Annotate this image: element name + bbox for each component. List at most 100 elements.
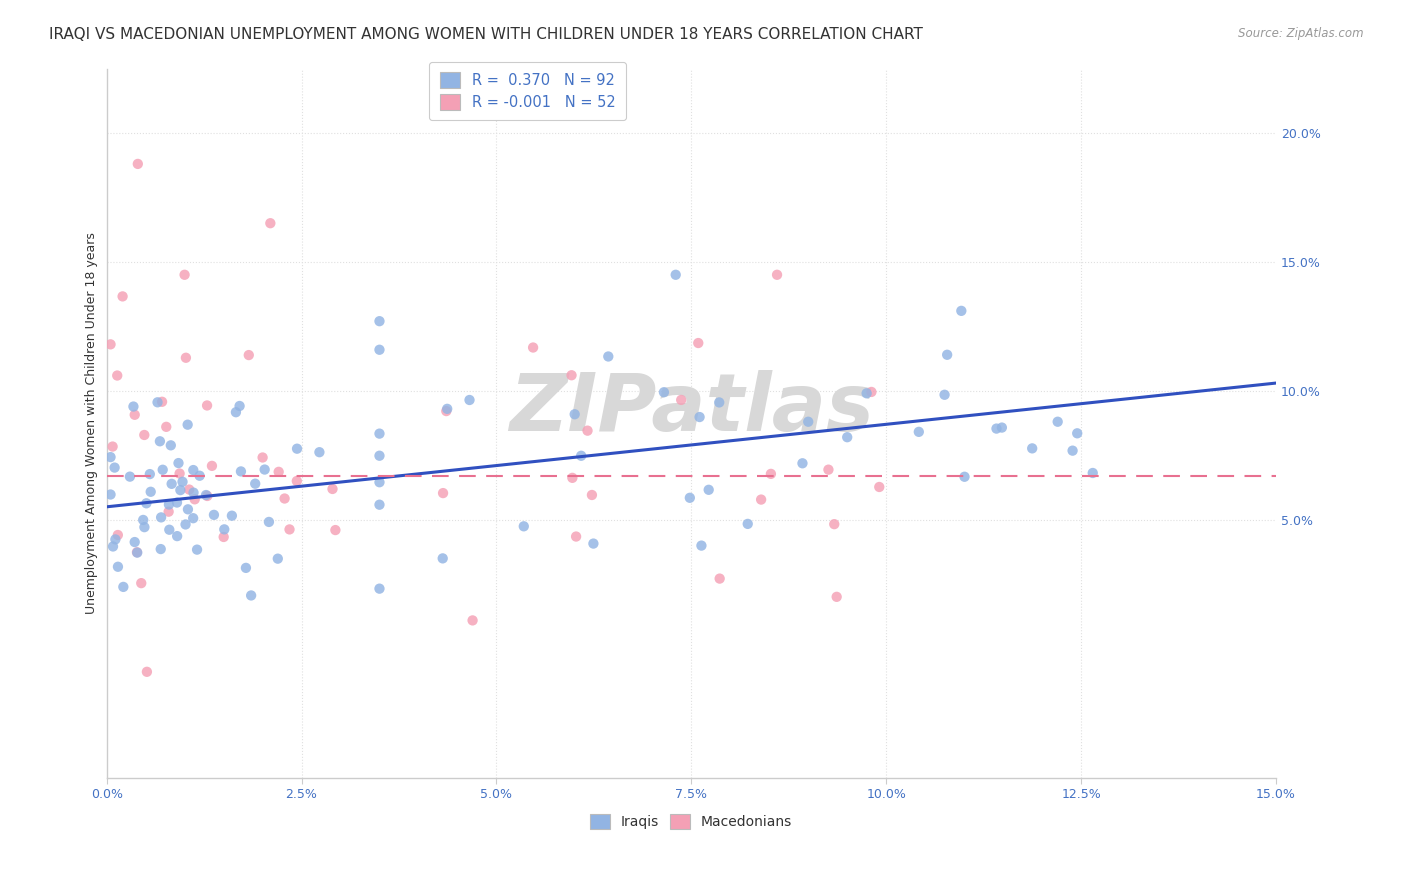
Point [1066, 426, 1088, 441]
Point [157, 523, 180, 537]
Point [181, 511, 204, 525]
Point [689, 410, 711, 425]
Point [837, 430, 859, 444]
Point [860, 384, 883, 399]
Point [368, 314, 391, 328]
Point [105, 368, 128, 383]
Point [907, 425, 929, 439]
Point [561, 368, 583, 383]
Point [679, 491, 702, 505]
Point [267, 465, 290, 479]
Point [321, 482, 343, 496]
Point [285, 442, 308, 456]
Point [986, 421, 1008, 435]
Text: ZIPatlas: ZIPatlas [509, 370, 873, 448]
Y-axis label: Unemployment Among Women with Children Under 18 years: Unemployment Among Women with Children U… [86, 232, 98, 614]
Point [749, 492, 772, 507]
Point [697, 483, 720, 497]
Point [458, 392, 481, 407]
Point [188, 468, 211, 483]
Point [127, 157, 149, 171]
Point [174, 517, 197, 532]
Point [155, 420, 177, 434]
Point [792, 456, 814, 470]
Point [461, 614, 484, 628]
Point [598, 350, 620, 364]
Point [100, 450, 122, 464]
Point [368, 449, 391, 463]
Point [202, 508, 225, 522]
Point [766, 268, 789, 282]
Point [139, 467, 162, 482]
Point [561, 471, 583, 485]
Point [132, 513, 155, 527]
Point [127, 546, 149, 560]
Point [124, 535, 146, 549]
Point [212, 530, 235, 544]
Point [709, 395, 731, 409]
Point [166, 529, 188, 543]
Point [825, 590, 848, 604]
Point [665, 268, 688, 282]
Point [252, 450, 274, 465]
Point [582, 536, 605, 550]
Point [174, 351, 197, 365]
Point [100, 337, 122, 351]
Point [101, 440, 124, 454]
Point [134, 428, 156, 442]
Point [576, 424, 599, 438]
Point [273, 491, 295, 506]
Point [172, 475, 194, 489]
Point [325, 523, 347, 537]
Point [823, 517, 845, 532]
Point [104, 533, 127, 547]
Point [1062, 443, 1084, 458]
Point [285, 474, 308, 488]
Point [259, 216, 281, 230]
Point [221, 508, 243, 523]
Legend: Iraqis, Macedonians: Iraqis, Macedonians [585, 808, 797, 834]
Point [759, 467, 782, 481]
Point [129, 576, 152, 591]
Point [101, 540, 124, 554]
Point [709, 572, 731, 586]
Point [201, 458, 224, 473]
Point [183, 485, 205, 500]
Point [565, 530, 588, 544]
Point [152, 463, 174, 477]
Point [166, 495, 188, 509]
Point [159, 438, 181, 452]
Point [122, 400, 145, 414]
Point [513, 519, 536, 533]
Point [176, 417, 198, 432]
Point [160, 476, 183, 491]
Point [228, 399, 250, 413]
Point [104, 460, 127, 475]
Point [118, 469, 141, 483]
Point [235, 561, 257, 575]
Point [214, 522, 236, 536]
Point [953, 469, 976, 483]
Point [146, 395, 169, 409]
Point [173, 268, 195, 282]
Point [797, 415, 820, 429]
Point [436, 401, 458, 416]
Point [124, 408, 146, 422]
Point [688, 336, 710, 351]
Point [308, 445, 330, 459]
Point [150, 510, 173, 524]
Point [107, 559, 129, 574]
Point [855, 386, 877, 401]
Point [149, 542, 172, 557]
Point [229, 465, 252, 479]
Point [991, 420, 1014, 434]
Point [581, 488, 603, 502]
Point [134, 520, 156, 534]
Point [195, 488, 218, 502]
Point [195, 489, 218, 503]
Point [186, 542, 208, 557]
Point [238, 348, 260, 362]
Point [111, 289, 134, 303]
Point [135, 496, 157, 510]
Point [169, 483, 191, 497]
